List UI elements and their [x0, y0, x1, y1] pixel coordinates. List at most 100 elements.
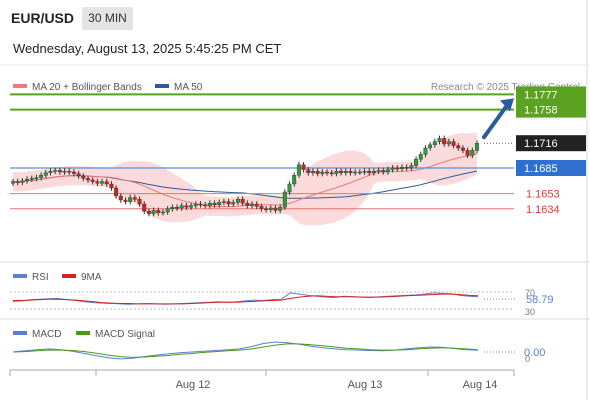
candle-body-45: [221, 201, 226, 203]
candle-body-84: [404, 166, 409, 169]
candle-body-73: [353, 171, 358, 174]
candle-body-98: [470, 150, 475, 156]
candle-body-87: [418, 154, 423, 160]
candle-body-30: [151, 210, 156, 214]
bollinger-band-area: [13, 132, 477, 226]
candle-body-66: [320, 171, 325, 174]
candle-body-63: [306, 169, 311, 174]
candle-body-47: [231, 202, 236, 205]
candle-body-27: [137, 198, 142, 205]
candle-body-37: [184, 205, 189, 208]
rsi-swatch: [13, 274, 27, 278]
candle-body-10: [57, 170, 62, 173]
candle-body-46: [226, 201, 231, 205]
candle-body-28: [142, 203, 147, 212]
arrow-shaft: [482, 103, 509, 140]
candle-body-79: [381, 170, 386, 173]
candle-body-52: [254, 203, 259, 207]
macd-lines: [12, 341, 479, 360]
ma20-legend-label: MA 20 + Bollinger Bands: [32, 82, 142, 93]
rsi-level-30-label: 30: [525, 307, 535, 317]
pivot-tag-label: 1.1685: [524, 163, 558, 175]
candle-body-88: [423, 147, 428, 155]
candle-body-11: [62, 170, 67, 173]
level-lines: [10, 93, 514, 210]
candle-body-89: [428, 144, 433, 149]
candle-body-95: [456, 145, 461, 149]
candle-body-20: [104, 181, 109, 185]
rsi-value: 58.79: [526, 294, 554, 306]
candle-body-57: [278, 206, 283, 211]
candle-body-15: [81, 175, 86, 179]
candle-body-68: [329, 172, 334, 175]
candle-body-0: [10, 181, 15, 184]
candle-body-83: [400, 166, 405, 169]
candle-body-29: [146, 210, 151, 214]
candle-body-2: [20, 180, 25, 183]
candle-body-1: [15, 181, 20, 183]
candle-body-5: [34, 177, 39, 179]
candle-body-12: [67, 170, 72, 173]
candle-body-78: [376, 170, 381, 172]
candle-body-50: [245, 202, 250, 206]
candle-body-58: [282, 191, 287, 208]
candle-body-51: [250, 203, 255, 206]
candles: [10, 135, 480, 217]
candle-body-55: [268, 207, 273, 210]
rsi-legend-label: RSI: [32, 272, 49, 283]
ma20-swatch: [13, 84, 27, 88]
candle-body-75: [362, 170, 367, 173]
x-label-1: Aug 13: [348, 379, 383, 391]
last-price-label: 1.1716: [524, 138, 558, 150]
candle-body-14: [76, 173, 81, 177]
candle-body-18: [95, 181, 100, 184]
macd-legend-label: MACD: [32, 329, 61, 340]
target-tag-0: [516, 86, 586, 103]
candle-body-59: [287, 183, 292, 193]
candle-body-39: [193, 203, 198, 206]
rsi-ma-swatch: [62, 274, 76, 278]
candle-body-3: [25, 178, 30, 181]
candle-body-35: [175, 206, 180, 209]
candle-body-21: [109, 183, 114, 189]
ma20-line: [12, 153, 478, 208]
candle-body-26: [132, 197, 137, 200]
candle-body-44: [217, 202, 222, 205]
macd-signal-line: [12, 343, 479, 358]
candle-body-38: [189, 205, 194, 208]
x-label-0: Aug 12: [176, 379, 211, 391]
symbol-title: EUR/USD: [11, 10, 75, 26]
candle-body-53: [259, 206, 264, 209]
rsi-lines: [12, 292, 479, 305]
candle-body-41: [203, 204, 208, 207]
candle-body-85: [409, 165, 414, 169]
arrow-head: [500, 98, 514, 112]
candle-body-40: [198, 203, 203, 206]
candle-body-19: [100, 181, 105, 184]
rsi-ma-legend-label: 9MA: [81, 272, 102, 283]
candle-body-16: [85, 178, 90, 181]
candle-body-92: [442, 138, 447, 145]
candle-body-90: [432, 141, 437, 146]
candle-body-72: [348, 170, 353, 173]
candle-body-76: [367, 170, 372, 173]
last-price-tag: [516, 135, 586, 152]
candle-body-54: [264, 208, 269, 211]
timeframe-badge[interactable]: 30 MIN: [82, 7, 133, 30]
candle-body-94: [451, 141, 456, 146]
candle-body-23: [118, 195, 123, 201]
credit-text: Research © 2025 Trading Central: [431, 82, 580, 93]
ma50-legend-label: MA 50: [174, 82, 203, 93]
candle-body-9: [53, 170, 58, 172]
candle-body-71: [343, 170, 348, 173]
ma50-swatch: [155, 84, 169, 88]
macd-swatch: [13, 331, 27, 335]
candle-body-64: [310, 170, 315, 173]
support-label-5: 1.1634: [526, 204, 560, 216]
candle-body-33: [165, 208, 170, 213]
candle-body-82: [395, 167, 400, 170]
macd-line: [12, 341, 479, 360]
candle-body-61: [296, 164, 301, 176]
